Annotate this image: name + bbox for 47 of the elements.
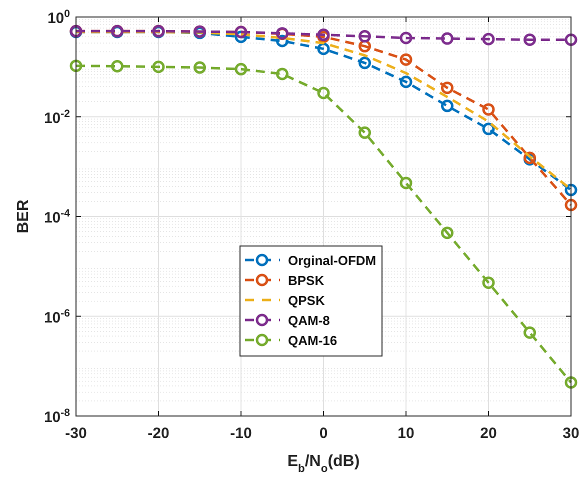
y-axis-title: BER <box>15 199 32 234</box>
x-tick-label: 30 <box>562 425 580 442</box>
point <box>70 60 82 72</box>
legend-label: BPSK <box>288 273 325 288</box>
legend-label: QAM-8 <box>288 313 330 328</box>
point <box>564 184 578 196</box>
point <box>111 60 124 72</box>
point <box>400 176 412 190</box>
x-tick-label: 0 <box>319 425 328 442</box>
x-axis-title: E$_{b}$/N$_{o}$(dB) <box>287 453 360 475</box>
x-tick-label: 20 <box>480 425 497 442</box>
point <box>234 62 248 76</box>
x-tick-label: -20 <box>148 425 170 442</box>
x-tick-label: 10 <box>398 425 414 442</box>
y-tick-label: 10$^{-2}$ <box>44 108 70 127</box>
legend-label: QPSK <box>288 293 326 308</box>
x-tick-label: -10 <box>230 425 252 442</box>
point <box>276 68 288 80</box>
point <box>482 32 495 46</box>
point <box>400 53 412 66</box>
point <box>441 32 454 45</box>
point <box>524 33 536 46</box>
point <box>400 76 412 88</box>
point <box>564 198 578 212</box>
point <box>441 100 454 112</box>
y-tick-label: 10$^{-4}$ <box>44 208 70 226</box>
x-tick-label: -30 <box>65 425 87 442</box>
point <box>524 326 536 339</box>
point <box>194 61 206 74</box>
point <box>564 376 578 389</box>
y-tick-label: 10$^{-6}$ <box>44 307 70 326</box>
point <box>317 42 330 56</box>
point <box>358 30 371 43</box>
y-tick-label: 10$^{-8}$ <box>44 407 70 426</box>
point <box>400 32 412 44</box>
point <box>482 276 495 289</box>
y-tick-label: 10$^{0}$ <box>47 8 70 27</box>
point <box>441 82 454 94</box>
legend-label: Orginal-OFDM <box>288 253 376 268</box>
point <box>152 60 165 74</box>
point <box>358 126 371 139</box>
legend-label: QAM-16 <box>288 333 338 348</box>
point <box>482 103 495 116</box>
point <box>564 33 578 46</box>
point <box>317 86 330 100</box>
point <box>441 226 454 240</box>
point <box>358 56 371 70</box>
